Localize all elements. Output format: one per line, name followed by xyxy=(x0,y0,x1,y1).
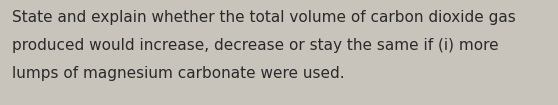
Text: produced would increase, decrease or stay the same if (i) more: produced would increase, decrease or sta… xyxy=(12,38,499,53)
Text: State and explain whether the total volume of carbon dioxide gas: State and explain whether the total volu… xyxy=(12,10,516,25)
Text: lumps of magnesium carbonate were used.: lumps of magnesium carbonate were used. xyxy=(12,66,345,81)
